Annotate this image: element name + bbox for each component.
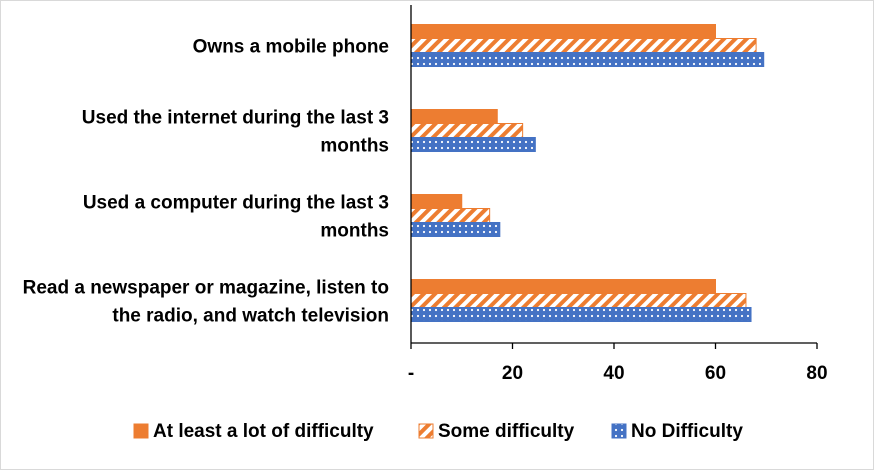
category-label: Owns a mobile phone	[193, 37, 389, 58]
bar-no-difficulty-1	[410, 137, 536, 152]
legend-swatch-lot-difficulty	[133, 423, 149, 439]
category-label: Used the internet during the last 3 month…	[82, 108, 389, 157]
bar-some-difficulty-1	[410, 123, 524, 138]
bar-no-difficulty-3	[410, 307, 752, 322]
x-tick-label: 60	[705, 363, 726, 384]
x-tick-label: 80	[806, 363, 827, 384]
legend-swatch-no-difficulty	[611, 423, 627, 439]
x-tick-label: 20	[502, 363, 523, 384]
bar-no-difficulty-0	[410, 52, 765, 67]
legend-swatch-some-difficulty	[418, 423, 434, 439]
x-tick-label: -	[408, 363, 414, 384]
bar-lot-difficulty-1	[410, 109, 498, 124]
legend-label: Some difficulty	[438, 421, 575, 442]
x-tick-label: 40	[603, 363, 624, 384]
category-label: Read a newspaper or magazine, listen to t…	[23, 278, 389, 327]
bar-no-difficulty-2	[410, 222, 501, 237]
bar-lot-difficulty-0	[410, 24, 716, 39]
bar-some-difficulty-2	[410, 208, 491, 223]
bar-some-difficulty-3	[410, 293, 747, 308]
bar-some-difficulty-0	[410, 38, 757, 53]
category-label: Used a computer during the last 3 months	[83, 193, 389, 242]
legend-label: At least a lot of difficulty	[153, 421, 374, 442]
bar-lot-difficulty-3	[410, 279, 716, 294]
legend-label: No Difficulty	[631, 421, 743, 442]
bar-lot-difficulty-2	[410, 194, 463, 209]
